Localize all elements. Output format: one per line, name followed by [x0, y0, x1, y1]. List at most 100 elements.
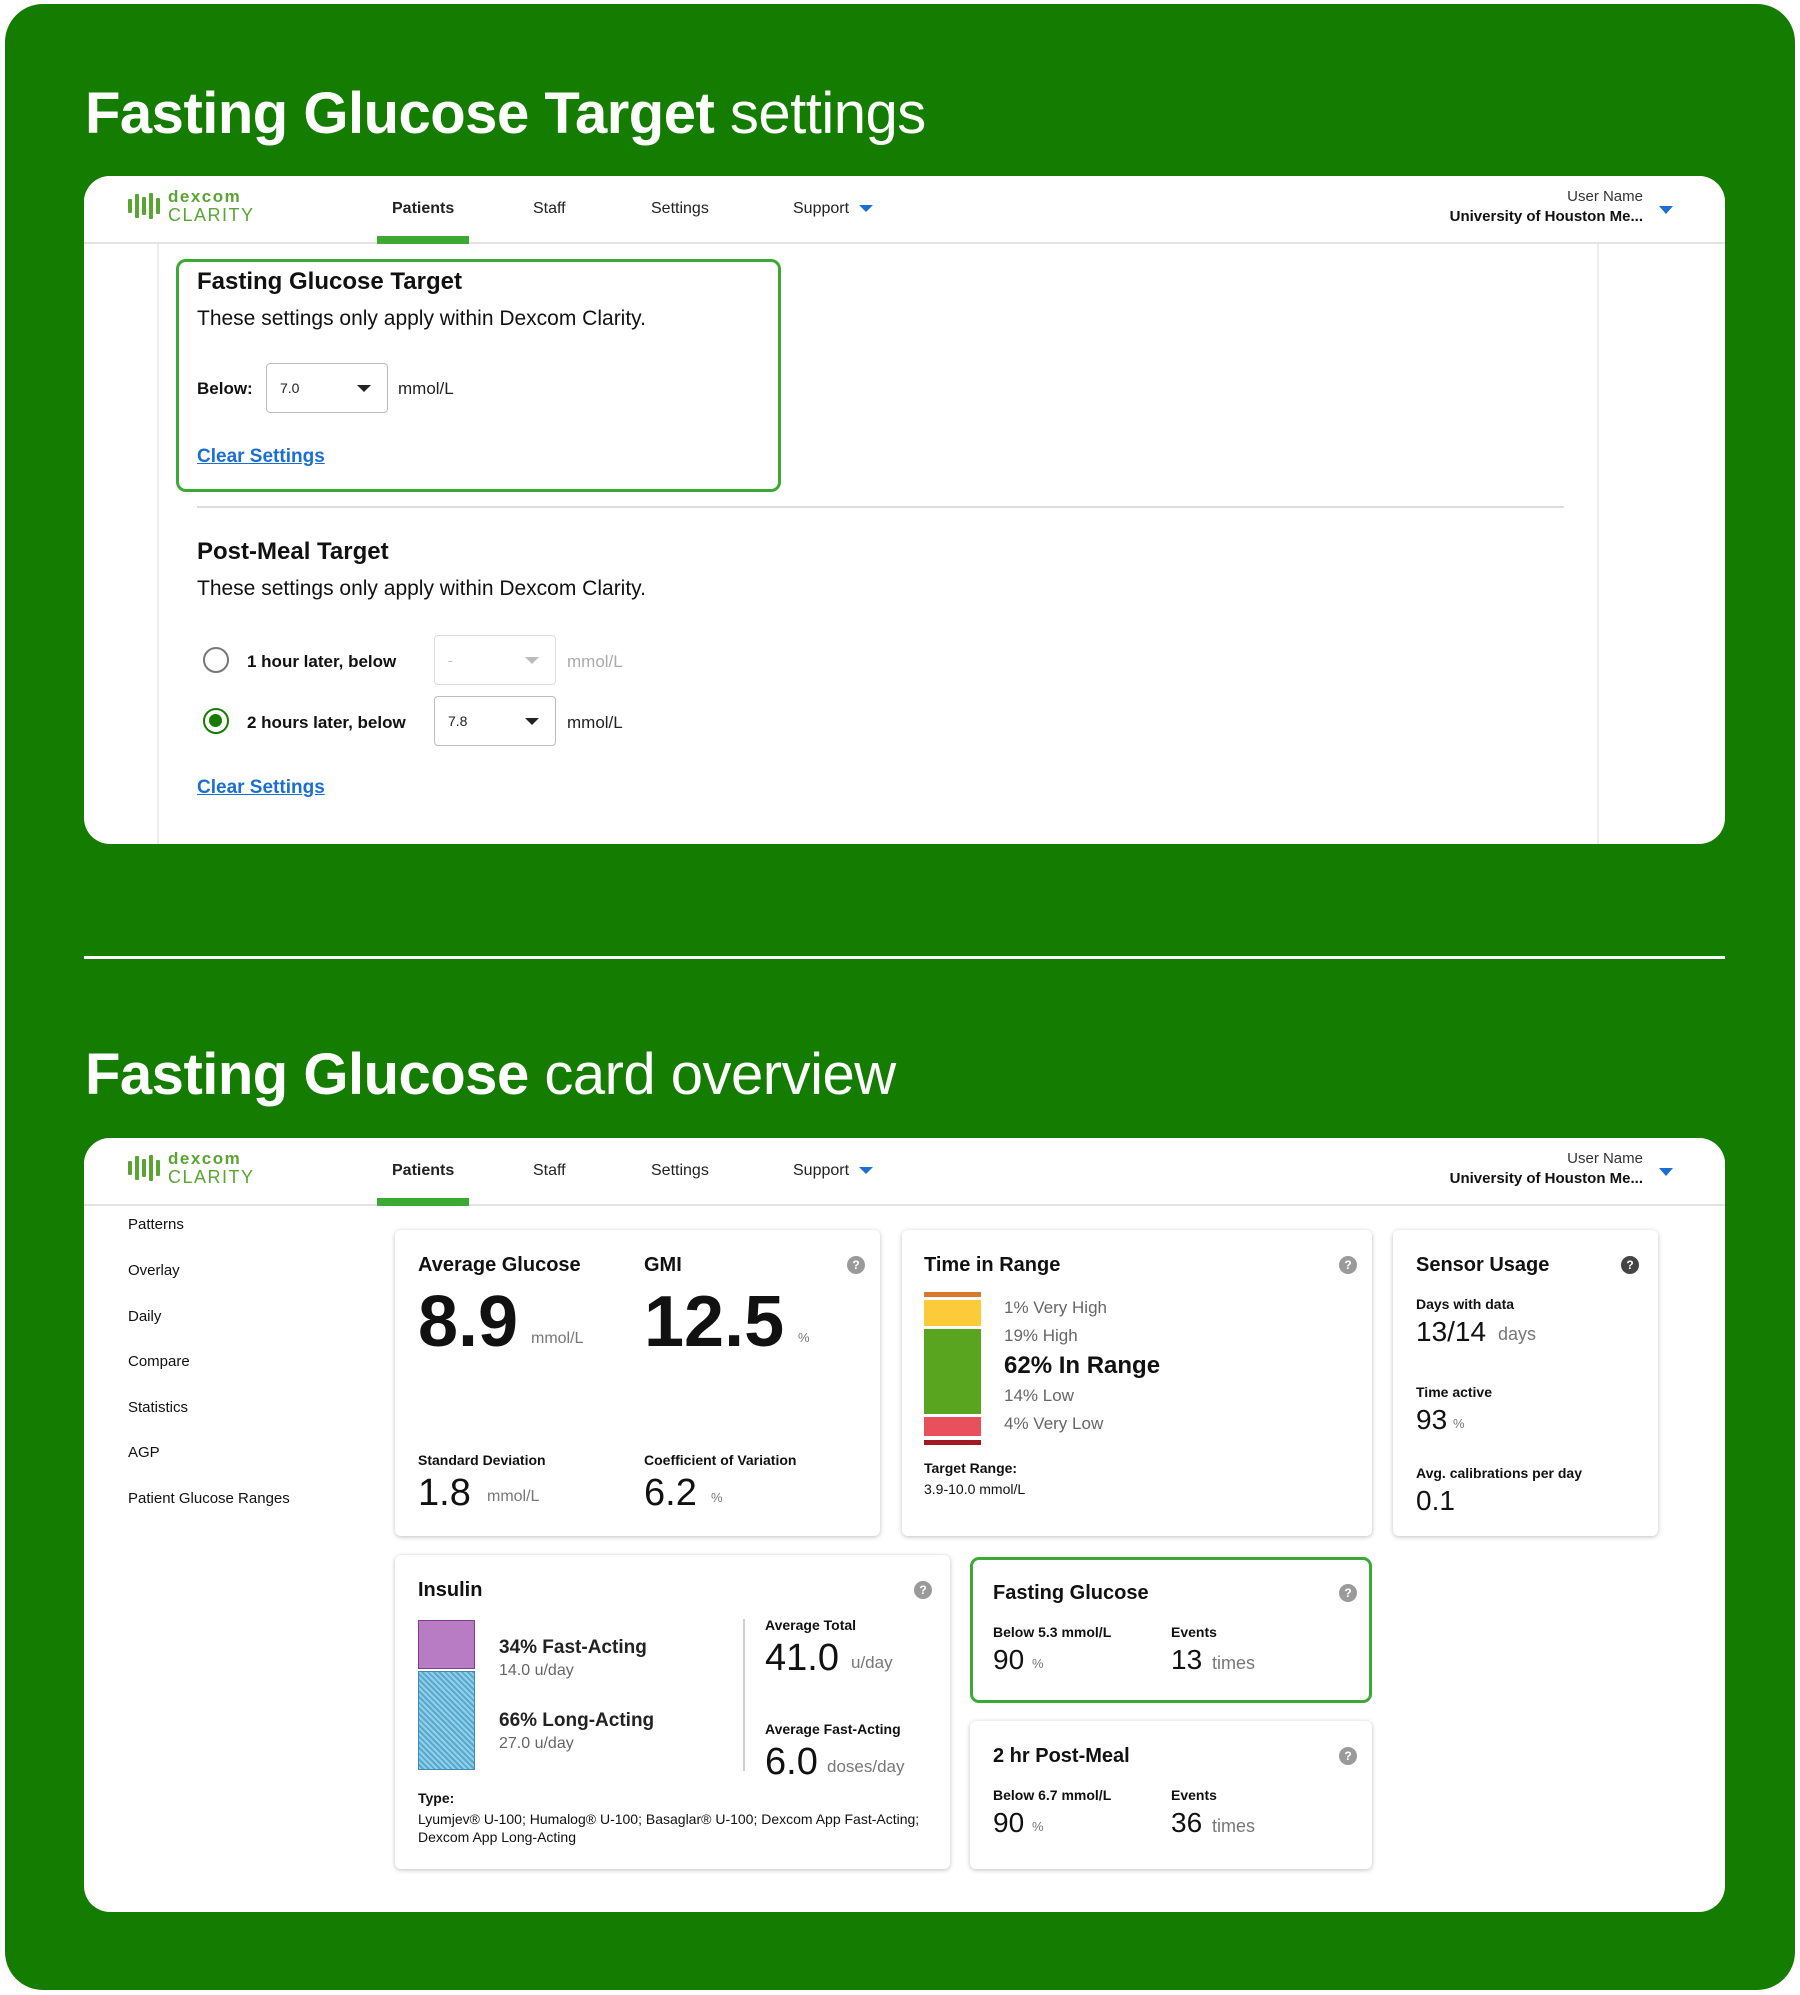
- nav-patients[interactable]: Patients: [392, 1162, 455, 1179]
- user-menu[interactable]: User Name University of Houston Me...: [1450, 1150, 1643, 1187]
- unit-label: times: [1212, 1653, 1256, 1673]
- sensor-usage-card: Sensor Usage ? Days with data 13/14 days…: [1393, 1230, 1658, 1536]
- sidebar-item-daily[interactable]: Daily: [128, 1308, 162, 1325]
- unit-label: mmol/L: [487, 1488, 540, 1505]
- fasting-target-description: These settings only apply within Dexcom …: [197, 307, 646, 330]
- calibrations-value: 0.1: [1416, 1485, 1455, 1516]
- average-glucose-value: 8.9: [418, 1282, 519, 1362]
- unit-label: %: [1032, 1819, 1044, 1834]
- nav-staff[interactable]: Staff: [533, 200, 566, 217]
- fast-acting-rate: 14.0 u/day: [499, 1662, 574, 1679]
- tir-segment-very-high: [924, 1292, 981, 1297]
- top-nav: dexcom CLARITY Patients Staff Settings Su…: [84, 1138, 1725, 1206]
- help-icon[interactable]: ?: [1339, 1584, 1357, 1602]
- logo-text-bottom: CLARITY: [168, 1167, 255, 1187]
- post-meal-below-label: Below 6.7 mmol/L: [993, 1787, 1112, 1803]
- events-label: Events: [1171, 1787, 1217, 1803]
- post-meal-below-value: 90: [993, 1807, 1025, 1838]
- user-menu[interactable]: User Name University of Houston Me...: [1450, 188, 1643, 225]
- card-title: Average Glucose: [418, 1254, 581, 1276]
- selected-value: 7.8: [448, 713, 468, 729]
- help-icon[interactable]: ?: [847, 1256, 865, 1274]
- events-value: 36: [1171, 1807, 1203, 1838]
- user-organization: University of Houston Me...: [1449, 1170, 1643, 1187]
- time-active-label: Time active: [1416, 1384, 1493, 1400]
- dexcom-clarity-logo[interactable]: dexcom CLARITY: [128, 188, 255, 224]
- insulin-card: Insulin ? 34% Fast-Acting 14.0 u/day 66%…: [395, 1555, 950, 1869]
- time-in-range-stacked-bar: [924, 1292, 981, 1445]
- settings-screenshot-panel: dexcom CLARITY Patients Staff Settings Su…: [84, 176, 1725, 844]
- sidebar-item-statistics[interactable]: Statistics: [128, 1399, 189, 1416]
- tir-segment-in-range: [924, 1329, 981, 1415]
- nav-staff[interactable]: Staff: [533, 1162, 566, 1179]
- average-total-label: Average Total: [765, 1617, 857, 1633]
- logo-text-top: dexcom: [168, 1149, 242, 1168]
- nav-settings[interactable]: Settings: [651, 1162, 709, 1179]
- two-hours-select[interactable]: 7.8: [434, 696, 556, 746]
- unit-label: %: [711, 1490, 723, 1505]
- radio-1-hour[interactable]: [203, 647, 229, 673]
- fast-acting-pct: 34% Fast-Acting: [499, 1637, 647, 1658]
- caret-down-icon: [525, 657, 539, 664]
- fasting-below-select[interactable]: 7.0: [266, 363, 388, 413]
- time-in-range-card: Time in Range ? 1% Very High 19% High 62…: [902, 1230, 1372, 1536]
- fasting-below-label: Below 5.3 mmol/L: [993, 1624, 1112, 1640]
- user-name: User Name: [1567, 188, 1643, 205]
- sidebar-item-compare[interactable]: Compare: [128, 1353, 190, 1370]
- nav-support[interactable]: Support: [793, 200, 874, 218]
- page-background: Fasting Glucose Target settings dexcom CL…: [5, 4, 1795, 1990]
- sidebar-item-patient-glucose-ranges[interactable]: Patient Glucose Ranges: [128, 1490, 290, 1507]
- option-2-hours-label: 2 hours later, below: [247, 713, 406, 732]
- fasting-target-title: Fasting Glucose Target: [197, 268, 462, 295]
- very-high-label: 1% Very High: [1004, 1298, 1107, 1317]
- logo-bars-icon: [128, 1155, 160, 1181]
- events-label: Events: [1171, 1624, 1217, 1640]
- overview-screenshot-panel: dexcom CLARITY Patients Staff Settings Su…: [84, 1138, 1725, 1912]
- fasting-target-highlight: [176, 259, 781, 492]
- target-range-label: Target Range:: [924, 1460, 1018, 1476]
- help-icon[interactable]: ?: [914, 1581, 932, 1599]
- dexcom-clarity-logo[interactable]: dexcom CLARITY: [128, 1150, 255, 1186]
- card-title: 2 hr Post-Meal: [993, 1745, 1130, 1767]
- days-with-data-value: 13/14: [1416, 1316, 1487, 1347]
- one-hour-select[interactable]: -: [434, 635, 556, 685]
- help-icon[interactable]: ?: [1621, 1256, 1639, 1274]
- chevron-down-icon: [859, 1167, 874, 1175]
- sidebar-item-overlay[interactable]: Overlay: [128, 1262, 180, 1279]
- sidebar-item-patterns[interactable]: Patterns: [128, 1216, 184, 1233]
- clear-settings-link[interactable]: Clear Settings: [197, 777, 325, 798]
- sidebar-item-agp[interactable]: AGP: [128, 1444, 160, 1461]
- target-range-value: 3.9-10.0 mmol/L: [924, 1481, 1026, 1497]
- settings-content: [157, 244, 1599, 844]
- help-icon[interactable]: ?: [1339, 1256, 1357, 1274]
- long-acting-rate: 27.0 u/day: [499, 1735, 574, 1752]
- chevron-down-icon[interactable]: [1659, 1168, 1673, 1176]
- selected-value: -: [448, 652, 453, 668]
- nav-patients[interactable]: Patients: [392, 200, 455, 217]
- card-title: Sensor Usage: [1416, 1254, 1550, 1276]
- help-icon[interactable]: ?: [1339, 1747, 1357, 1765]
- radio-2-hours[interactable]: [203, 708, 229, 734]
- vertical-divider: [743, 1619, 745, 1771]
- unit-label: %: [1032, 1656, 1044, 1671]
- insulin-types: Lyumjev® U-100; Humalog® U-100; Basaglar…: [418, 1811, 920, 1845]
- time-active-value: 93: [1416, 1404, 1448, 1435]
- gmi-value: 12.5: [644, 1282, 785, 1362]
- very-low-label: 4% Very Low: [1004, 1414, 1104, 1433]
- clear-settings-link[interactable]: Clear Settings: [197, 446, 325, 467]
- unit-label: doses/day: [827, 1757, 905, 1776]
- overview-heading: Fasting Glucose card overview: [85, 1042, 896, 1107]
- chevron-down-icon[interactable]: [1659, 206, 1673, 214]
- active-tab-indicator: [377, 236, 469, 244]
- logo-text-top: dexcom: [168, 187, 242, 206]
- nav-settings[interactable]: Settings: [651, 200, 709, 217]
- card-title: Insulin: [418, 1579, 483, 1601]
- gmi-title: GMI: [644, 1254, 682, 1276]
- average-fast-acting-value: 6.0: [765, 1741, 818, 1783]
- unit-label: %: [1453, 1416, 1465, 1431]
- top-nav: dexcom CLARITY Patients Staff Settings Su…: [84, 176, 1725, 244]
- nav-support[interactable]: Support: [793, 1162, 874, 1180]
- card-title: Fasting Glucose: [993, 1582, 1149, 1604]
- user-organization: University of Houston Me...: [1449, 208, 1643, 225]
- average-total-value: 41.0: [765, 1637, 839, 1679]
